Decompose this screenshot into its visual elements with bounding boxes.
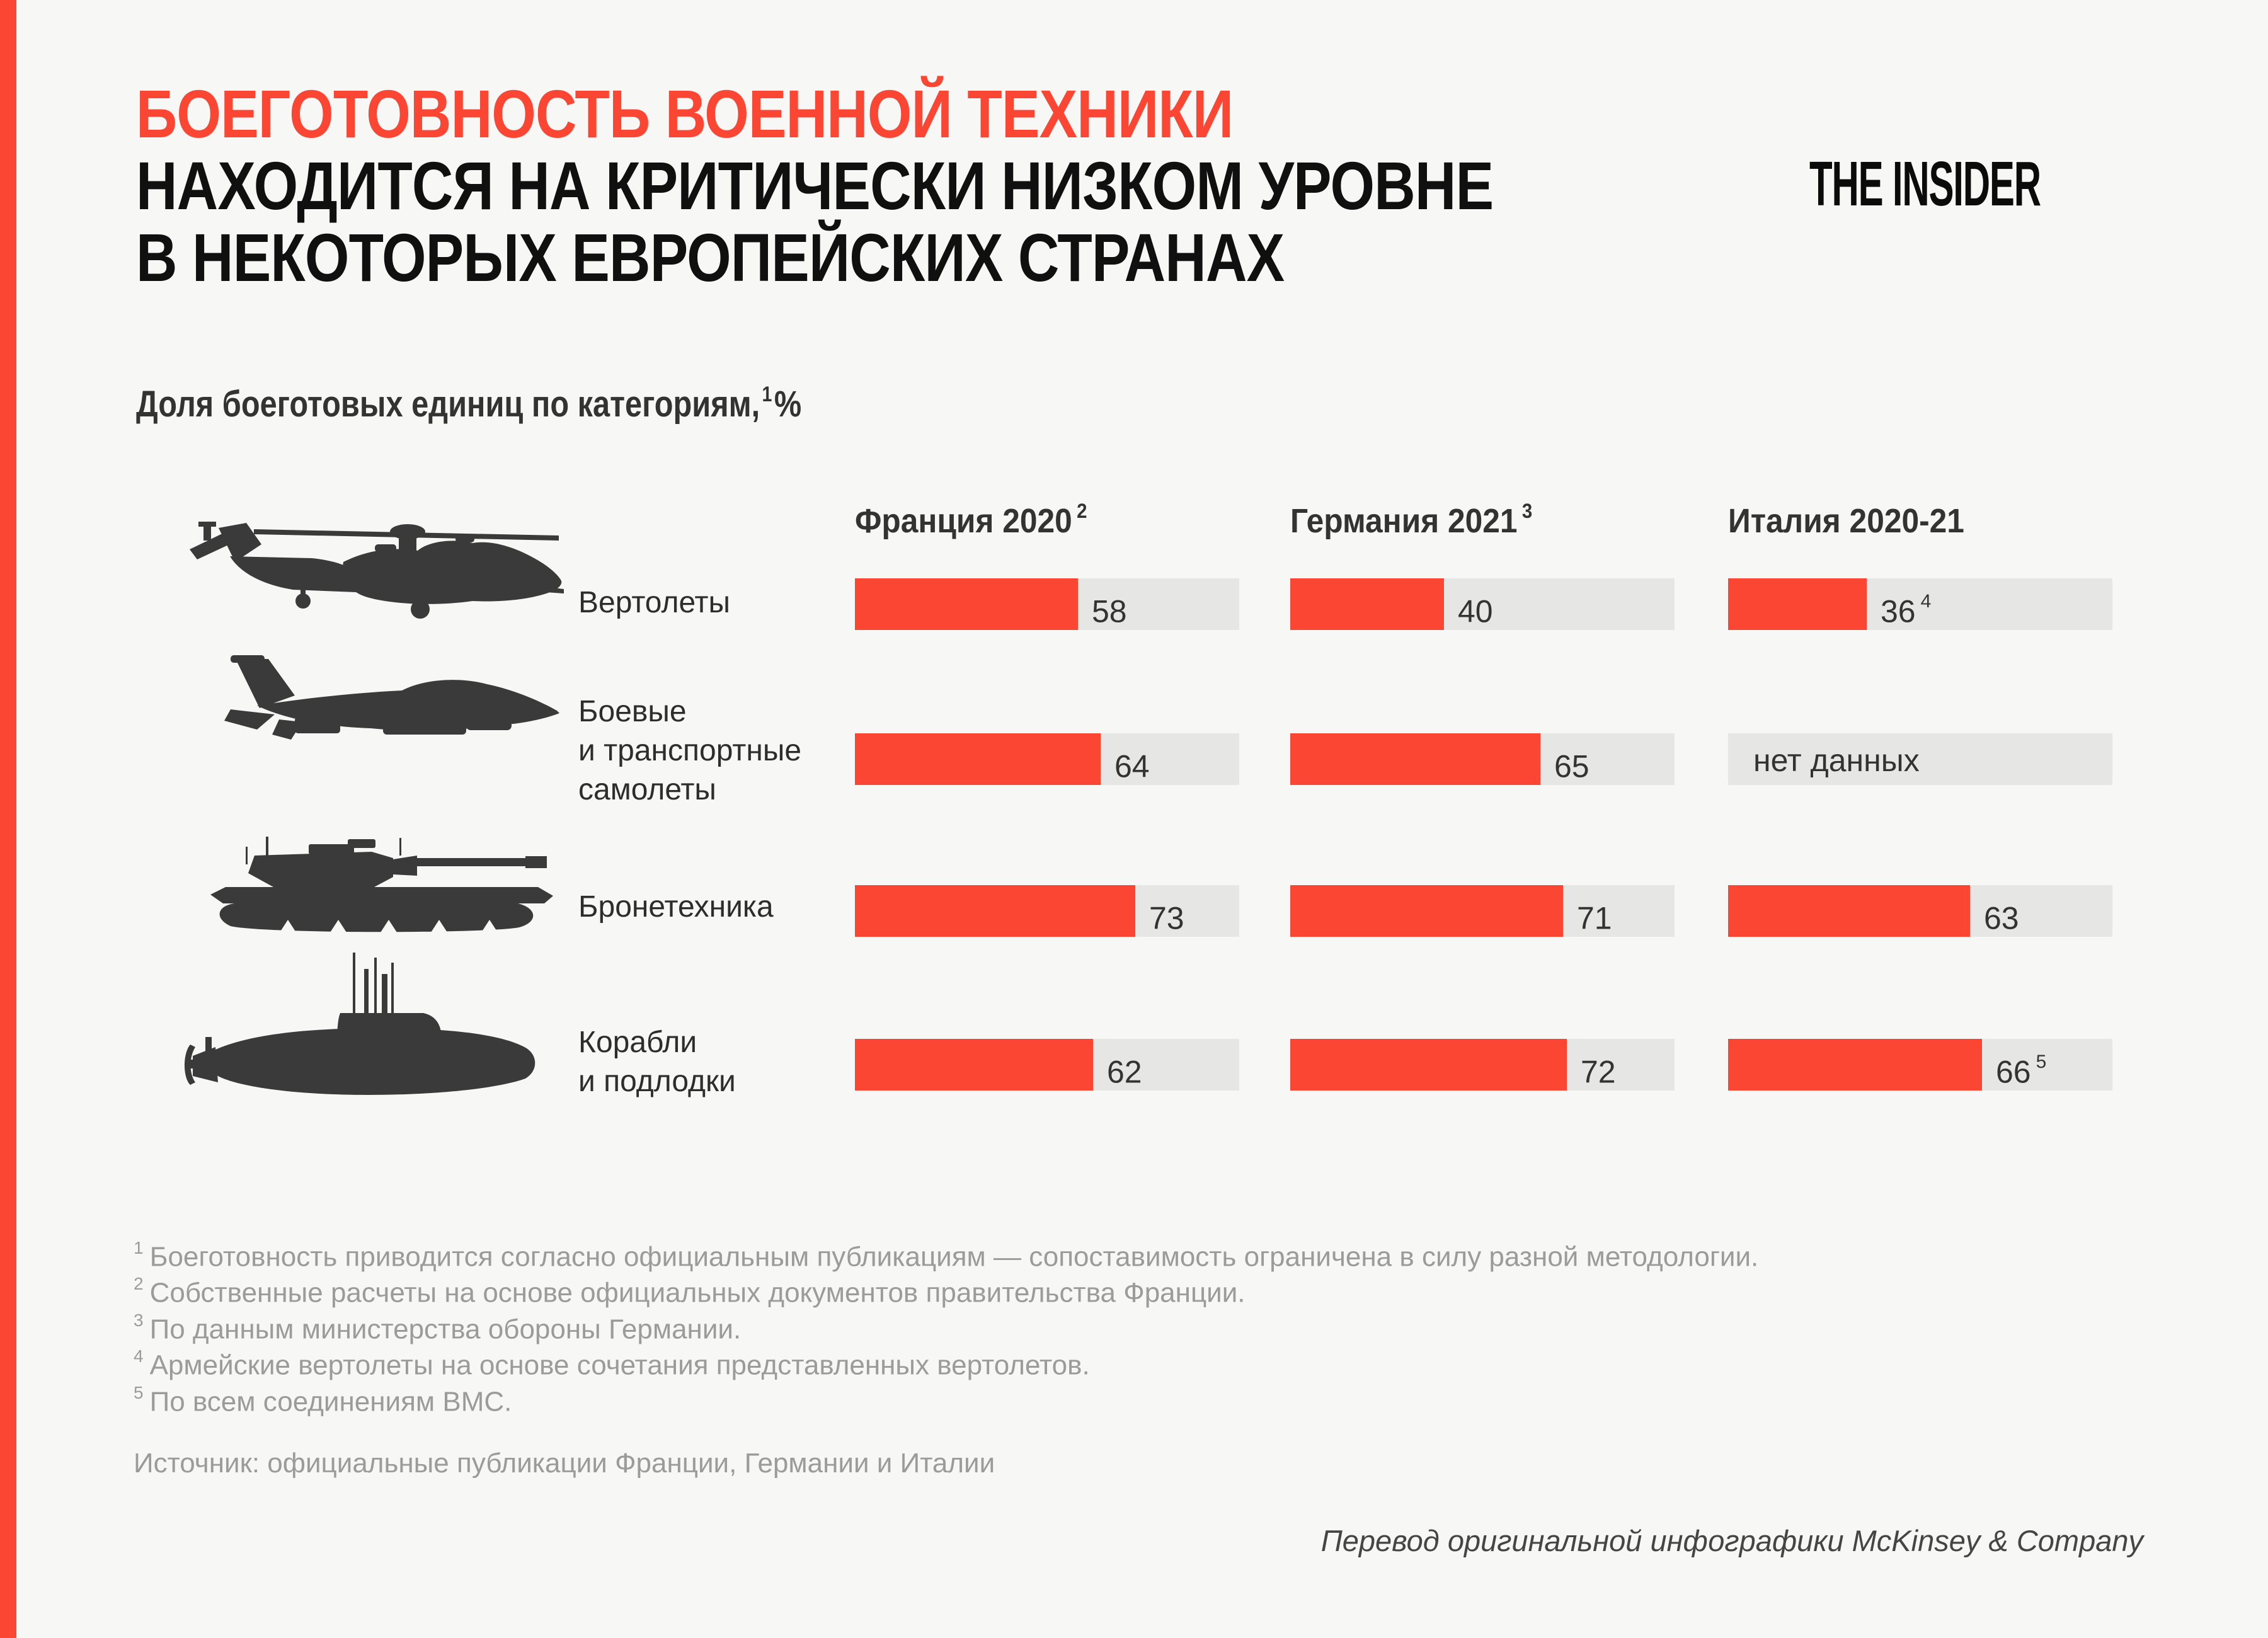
- bar-helicopters-france: 58: [855, 578, 1239, 630]
- footnote-2: 2 Собственные расчеты на основе официальн…: [134, 1274, 1246, 1309]
- bar-value-label: 63: [1984, 900, 2019, 936]
- bar-ships-italy: 66 5: [1728, 1039, 2112, 1091]
- bar-helicopters-italy: 36 4: [1728, 578, 2112, 630]
- bar-fill: [1728, 885, 1970, 937]
- helicopter-icon: [186, 522, 564, 619]
- bar-aircraft-italy-no-data: нет данных: [1728, 733, 2112, 785]
- footnote-4: 4 Армейские вертолеты на основе сочетания…: [134, 1346, 1090, 1381]
- fighter-jet-icon: [194, 655, 559, 759]
- source-line: Источник: официальные публикации Франции…: [134, 1448, 995, 1479]
- footnote-3: 3 По данным министерства обороны Германии…: [134, 1310, 742, 1345]
- chart-subtitle-footnote-marker: 1: [762, 382, 772, 406]
- footnote-marker: 3: [1521, 500, 1533, 522]
- row-label-armored-vehicles: Бронетехника: [578, 890, 774, 924]
- left-accent-bar: [0, 0, 16, 1638]
- bar-value-label: 64: [1114, 748, 1150, 784]
- column-header-france: Франция 2020 2: [855, 500, 1087, 540]
- bar-value-label: 73: [1149, 900, 1184, 936]
- title-line-3: В НЕКОТОРЫХ ЕВРОПЕЙСКИХ СТРАНАХ: [136, 219, 1285, 295]
- row-label-aircraft: Боевые и транспортные самолеты: [578, 695, 802, 806]
- bar-value-label: 65: [1554, 748, 1589, 784]
- chart-subtitle: Доля боеготовых единиц по категориям,1%: [136, 382, 802, 425]
- bar-value-label: 58: [1092, 593, 1127, 629]
- row-label-helicopters: Вертолеты: [578, 586, 731, 619]
- bar-ships-france: 62: [855, 1039, 1239, 1091]
- bar-fill: [855, 885, 1135, 937]
- bar-value-label: 71: [1577, 900, 1612, 936]
- bar-aircraft-germany: 65: [1290, 733, 1675, 785]
- footnote-marker: 2: [1077, 500, 1087, 522]
- bar-fill: [1290, 733, 1540, 785]
- tank-icon: [185, 837, 563, 936]
- title-line-2: НАХОДИТСЯ НА КРИТИЧЕСКИ НИЗКОМ УРОВНЕ: [136, 147, 1494, 224]
- submarine-icon: [181, 953, 553, 1099]
- bar-value-label: 36 4: [1881, 591, 1932, 629]
- footnote-1: 1 Боеготовность приводится согласно офици…: [134, 1238, 1759, 1273]
- bar-value-label: 62: [1107, 1054, 1142, 1090]
- row-label-ships-submarines: Корабли и подлодки: [578, 1026, 736, 1098]
- bar-fill: [1290, 578, 1444, 630]
- bar-armor-france: 73: [855, 885, 1239, 937]
- bar-fill: [855, 1039, 1093, 1091]
- bar-fill: [855, 578, 1078, 630]
- chart-subtitle-unit: %: [774, 384, 802, 425]
- the-insider-logo: THE INSIDER: [1809, 149, 2041, 219]
- bar-fill: [1728, 1039, 1982, 1091]
- bar-helicopters-germany: 40: [1290, 578, 1675, 630]
- bar-value-label: 40: [1458, 593, 1493, 629]
- bar-fill: [855, 733, 1101, 785]
- bar-fill: [1290, 1039, 1567, 1091]
- bar-fill: [1728, 578, 1867, 630]
- bar-value-label: 66 5: [1996, 1051, 2047, 1090]
- page-title: БОЕГОТОВНОСТЬ ВОЕННОЙ ТЕХНИКИ НАХОДИТСЯ …: [136, 76, 1494, 295]
- footnote-5: 5 По всем соединениям ВМС.: [134, 1383, 512, 1418]
- title-line-red: БОЕГОТОВНОСТЬ ВОЕННОЙ ТЕХНИКИ: [136, 76, 1234, 152]
- bar-armor-italy: 63: [1728, 885, 2112, 937]
- column-header-italy: Италия 2020-21: [1728, 502, 1964, 540]
- bar-aircraft-france: 64: [855, 733, 1239, 785]
- column-header-germany: Германия 2021 3: [1290, 500, 1533, 540]
- bar-ships-germany: 72: [1290, 1039, 1675, 1091]
- bar-value-label: 72: [1581, 1054, 1616, 1090]
- chart-subtitle-text: Доля боеготовых единиц по категориям,: [136, 384, 760, 425]
- credit-line: Перевод оригинальной инфографики McKinse…: [1320, 1524, 2143, 1557]
- bar-fill: [1290, 885, 1563, 937]
- bar-armor-germany: 71: [1290, 885, 1675, 937]
- bar-value-label: нет данных: [1753, 743, 1920, 778]
